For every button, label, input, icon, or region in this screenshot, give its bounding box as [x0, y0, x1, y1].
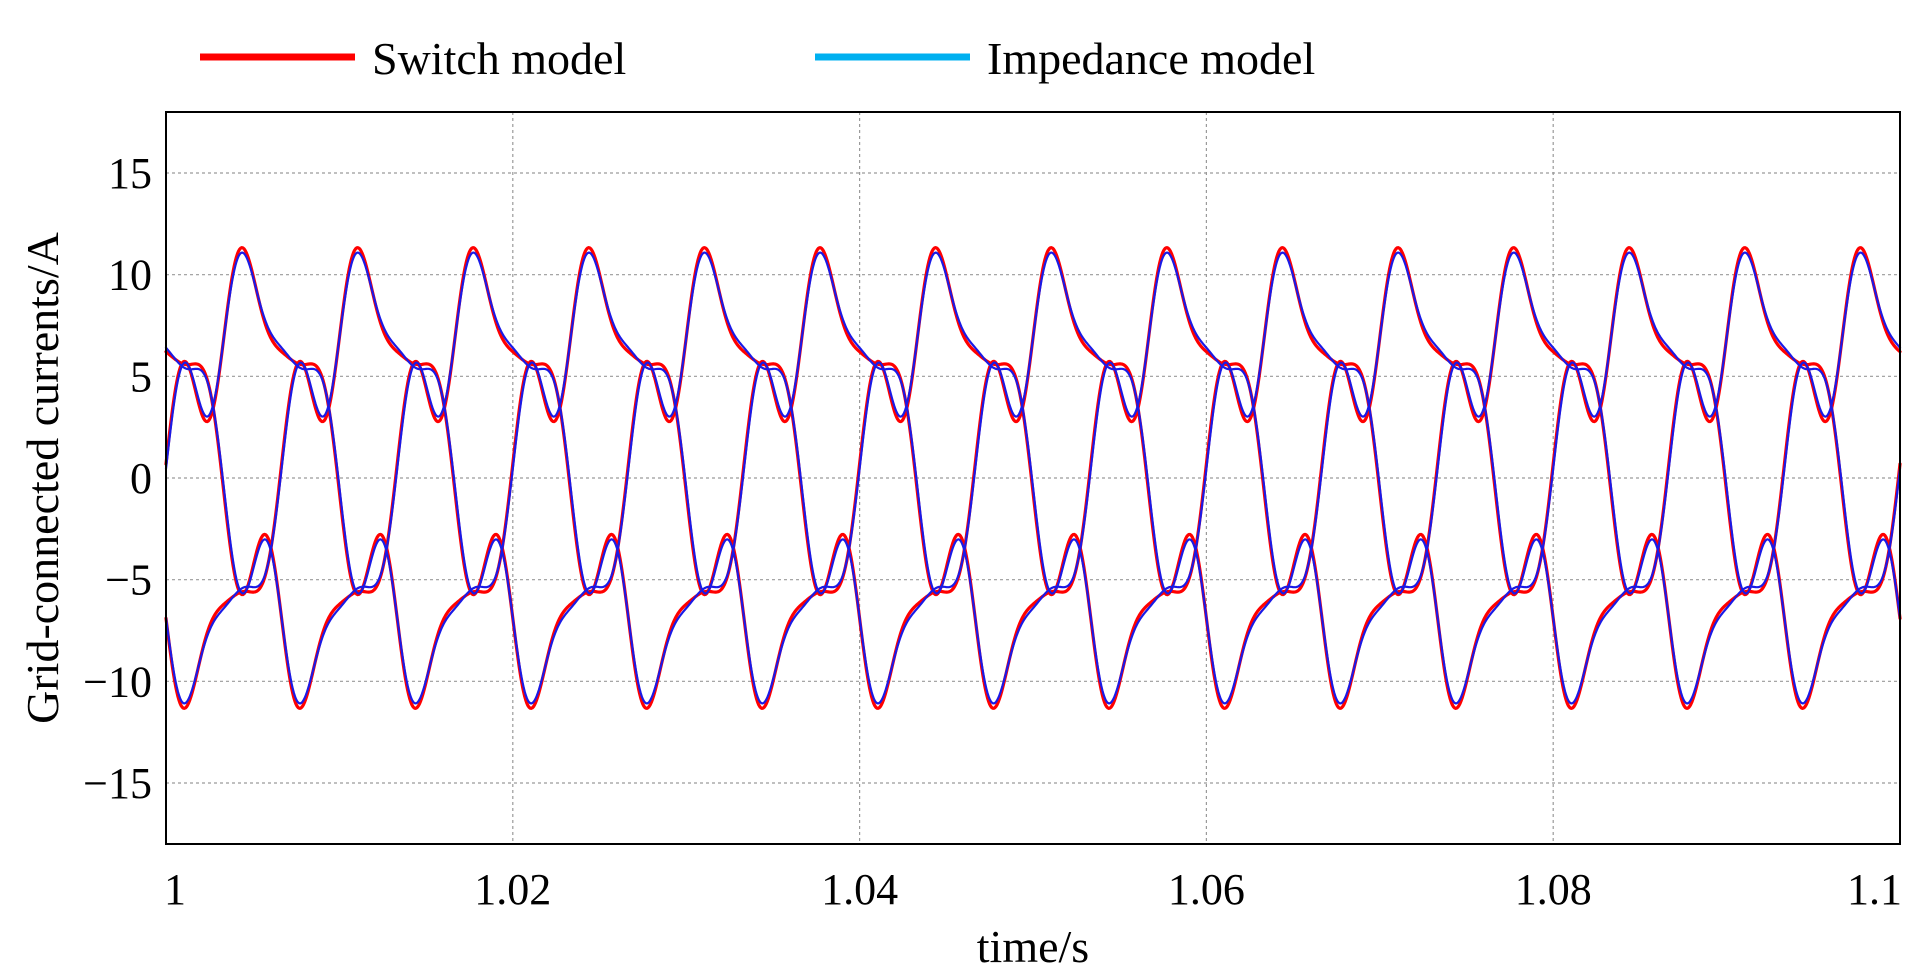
x-tick-label: 1.08 — [1515, 865, 1592, 914]
y-tick-label: 0 — [130, 454, 152, 503]
series-layer — [164, 246, 1902, 710]
ticks: 1 1.02 1.04 1.06 1.08 1.1 15 10 5 0 −5 −10 −15 — [83, 149, 1902, 914]
y-tick-label: −10 — [83, 657, 152, 706]
x-axis-label: time/s — [977, 921, 1089, 972]
x-tick-label: 1.02 — [474, 865, 551, 914]
x-tick-label: 1.1 — [1847, 865, 1902, 914]
series-impedance-model-phase-3 — [164, 251, 1902, 705]
y-tick-label: −5 — [105, 556, 152, 605]
series-impedance-model-phase-2 — [164, 251, 1902, 705]
legend-label-switch-model: Switch model — [372, 33, 626, 84]
plot-frame — [165, 111, 1901, 845]
legend: Switch model Impedance model — [200, 33, 1315, 84]
series-impedance-model-phase-1 — [164, 251, 1902, 705]
y-tick-label: −15 — [83, 759, 152, 808]
y-tick-label: 5 — [130, 352, 152, 401]
y-tick-label: 10 — [108, 251, 152, 300]
x-tick-label: 1.06 — [1168, 865, 1245, 914]
y-axis-label: Grid-connected currents/A — [17, 232, 68, 724]
x-tick-label: 1 — [164, 865, 186, 914]
x-tick-label: 1.04 — [821, 865, 898, 914]
y-tick-label: 15 — [108, 149, 152, 198]
legend-label-impedance-model: Impedance model — [987, 33, 1315, 84]
